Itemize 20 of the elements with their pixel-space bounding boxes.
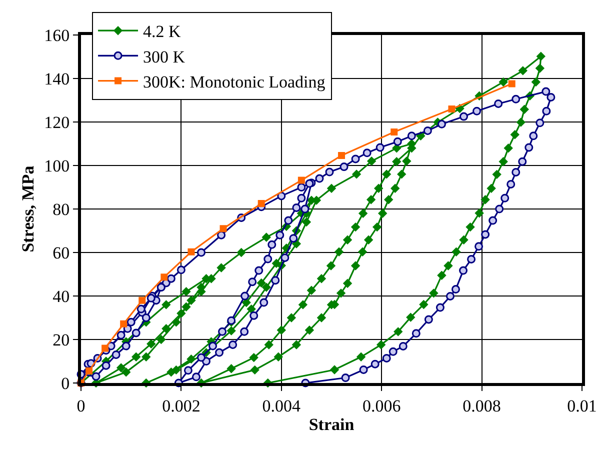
- y-tick-label: 100: [44, 156, 70, 176]
- y-tick-label: 0: [61, 374, 70, 393]
- x-tick-label: 0.002: [162, 396, 200, 416]
- y-tick-label: 60: [52, 243, 70, 262]
- legend-label: 4.2 K: [143, 22, 182, 42]
- legend-label: 300 K: [143, 47, 186, 66]
- x-tick-label: 0.008: [462, 396, 501, 416]
- y-tick-label: 120: [44, 112, 70, 132]
- x-tick-label: 0.004: [262, 396, 302, 416]
- y-tick-label: 140: [44, 69, 70, 88]
- x-tick-label: 0: [76, 396, 86, 416]
- x-axis-title: Strain: [308, 414, 355, 434]
- y-tick-label: 160: [44, 26, 70, 45]
- legend-label: 300K: Monotonic Loading: [143, 72, 326, 92]
- y-axis-title: Stress, MPa: [18, 165, 38, 252]
- y-tick-label: 80: [52, 200, 70, 219]
- y-tick-label: 40: [52, 286, 70, 306]
- x-tick-label: 0.006: [362, 396, 401, 416]
- y-tick-label: 20: [52, 330, 70, 350]
- x-tick-label: 0.01: [567, 396, 597, 416]
